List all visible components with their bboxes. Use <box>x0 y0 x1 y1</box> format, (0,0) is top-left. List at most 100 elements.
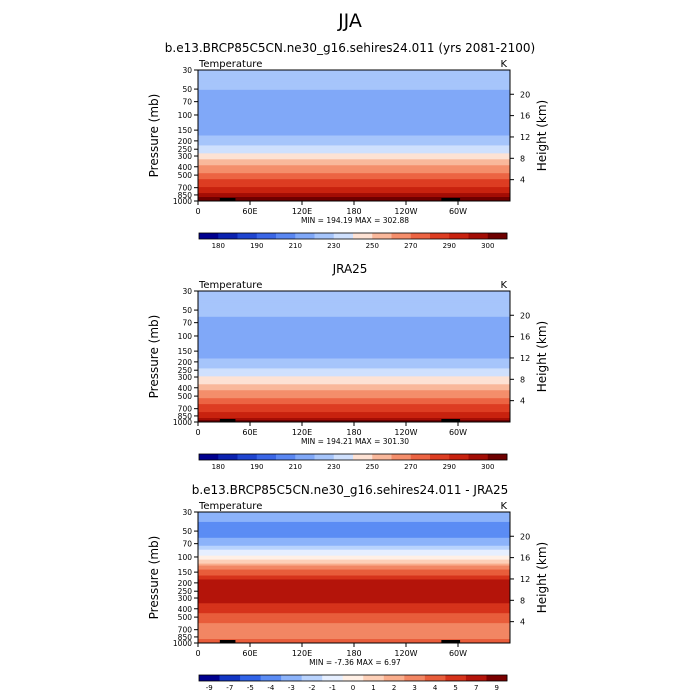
pressure-tick-label: 30 <box>182 66 192 75</box>
pressure-tick-label: 100 <box>178 553 193 562</box>
colorbar-label: 5 <box>453 684 457 692</box>
contour-band <box>198 362 510 366</box>
pressure-tick-label: 300 <box>178 594 193 603</box>
contour-band <box>198 310 510 314</box>
contour-band <box>198 193 510 196</box>
contour-band <box>198 633 510 636</box>
contour-band <box>198 155 510 158</box>
pressure-tick-label: 30 <box>182 287 192 296</box>
pressure-tick-label: 50 <box>182 527 192 536</box>
contour-band <box>198 147 510 150</box>
contour-band <box>198 306 510 310</box>
y-axis-right-label: Height (km) <box>535 100 549 171</box>
contour-band <box>198 416 510 419</box>
contour-band <box>198 627 510 630</box>
colorbar-frame <box>198 453 508 461</box>
contour-band <box>198 123 510 127</box>
colorbar-label: 2 <box>392 684 396 692</box>
height-tick-label: 16 <box>520 333 530 342</box>
contour-band <box>198 103 510 107</box>
plot-frame <box>197 69 511 202</box>
contour-band <box>198 587 510 591</box>
contour-band <box>198 141 510 145</box>
contour-band <box>198 593 510 596</box>
lon-tick-label: 180 <box>346 649 361 658</box>
height-tick-label: 8 <box>520 154 525 163</box>
contour-band <box>198 173 510 176</box>
contour-band <box>198 77 510 81</box>
contour-band <box>198 85 510 89</box>
contour-band <box>198 512 510 515</box>
contour-band <box>198 70 510 73</box>
topography-mask <box>219 198 236 201</box>
colorbar-swatch <box>449 454 469 460</box>
units-label: K <box>500 59 507 70</box>
contour-band <box>198 89 510 93</box>
contour-band <box>198 545 510 549</box>
contour-band <box>198 153 510 156</box>
contour-band <box>198 390 510 393</box>
contour-band <box>198 151 510 154</box>
contour-band <box>198 292 510 296</box>
contour-band <box>198 631 510 634</box>
colorbar-label: 230 <box>327 463 340 471</box>
contour-band <box>198 527 510 531</box>
colorbar-swatch <box>391 454 412 460</box>
pressure-tick-label: 500 <box>178 171 193 180</box>
contour-field <box>198 512 510 643</box>
contour-band <box>198 513 510 517</box>
topography-mask <box>441 198 461 201</box>
contour-band <box>198 563 510 567</box>
colorbar-swatch <box>276 233 296 239</box>
pressure-tick-label: 1000 <box>173 197 192 206</box>
pressure-tick-label: 300 <box>178 152 193 161</box>
contour-band <box>198 91 510 95</box>
colorbar-label: 210 <box>289 463 302 471</box>
height-tick-label: 4 <box>520 397 525 406</box>
lon-tick-label: 60W <box>449 428 467 437</box>
contour-band <box>198 336 510 340</box>
colorbar-swatch <box>237 454 258 460</box>
contour-band <box>198 348 510 352</box>
contour-band <box>198 197 510 200</box>
page-title: JJA <box>338 10 362 32</box>
colorbar-label: 190 <box>250 463 263 471</box>
contour-band <box>198 125 510 129</box>
pressure-tick-label: 100 <box>178 111 193 120</box>
contour-band <box>198 87 510 91</box>
colorbar-swatch <box>301 675 323 681</box>
contour-band <box>198 561 510 565</box>
colorbar-swatch <box>410 233 431 239</box>
pressure-tick-label: 200 <box>178 137 193 146</box>
contour-band <box>198 515 510 519</box>
contour-band <box>198 163 510 166</box>
contour-band <box>198 119 510 123</box>
contour-band <box>198 533 510 537</box>
panel-title: JRA25 <box>332 262 368 276</box>
height-tick-label: 20 <box>520 532 530 541</box>
contour-band <box>198 591 510 594</box>
lon-tick-label: 60E <box>242 428 257 437</box>
contour-band <box>198 569 510 573</box>
contour-band <box>198 575 510 579</box>
contour-band <box>198 105 510 109</box>
lon-tick-label: 120E <box>292 428 312 437</box>
colorbar-swatch <box>363 675 385 681</box>
colorbar-swatch <box>276 454 296 460</box>
colorbar-swatch <box>486 675 508 681</box>
colorbar-swatch <box>487 233 508 239</box>
contour-band <box>198 322 510 326</box>
pressure-tick-label: 50 <box>182 306 192 315</box>
contour-band <box>198 637 510 640</box>
contour-band <box>198 392 510 395</box>
contour-band <box>198 635 510 638</box>
contour-band <box>198 571 510 575</box>
colorbar-label: 300 <box>481 242 494 250</box>
colorbar-swatch <box>424 675 446 681</box>
contour-band <box>198 181 510 184</box>
contour-band <box>198 358 510 362</box>
contour-band <box>198 99 510 103</box>
contour-band <box>198 595 510 598</box>
colorbar-swatch <box>237 233 258 239</box>
y-axis-label: Pressure (mb) <box>147 536 161 620</box>
